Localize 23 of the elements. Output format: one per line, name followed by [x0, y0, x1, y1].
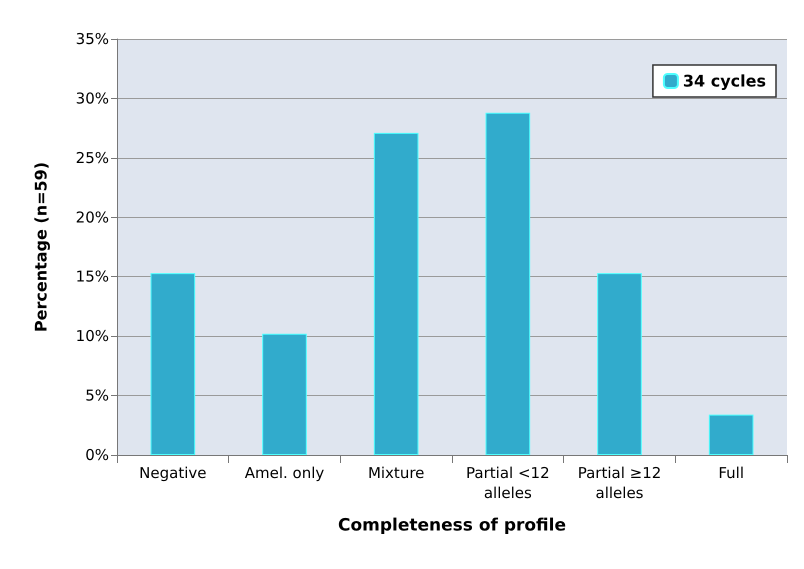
y-tick-label: 30%	[76, 89, 109, 108]
bar	[708, 414, 754, 455]
bar	[374, 132, 418, 455]
y-tick-label: 25%	[76, 148, 109, 167]
bar	[597, 273, 642, 455]
x-tick-label: Partial <12 alleles	[466, 464, 550, 502]
x-tick-label: Partial ≥12 alleles	[578, 464, 662, 502]
y-tick-label: 0%	[85, 446, 109, 464]
legend-label: 34 cycles	[682, 72, 766, 90]
bar	[262, 334, 307, 455]
y-tick-label: 10%	[76, 327, 109, 346]
y-axis-title: Percentage (n=59)	[32, 162, 50, 332]
y-tick-label: 5%	[85, 386, 109, 405]
x-tick-label: Amel. only	[244, 464, 324, 482]
x-tick-label: Full	[718, 464, 744, 482]
y-tick-label: 15%	[76, 268, 109, 286]
y-tick-label: 35%	[76, 30, 109, 48]
x-tick-label: Mixture	[368, 464, 424, 482]
bar	[486, 112, 530, 455]
y-tick-label: 20%	[76, 208, 109, 226]
bar	[150, 273, 196, 455]
x-tick-label: Negative	[139, 464, 206, 482]
x-axis-title: Completeness of profile	[338, 516, 566, 536]
